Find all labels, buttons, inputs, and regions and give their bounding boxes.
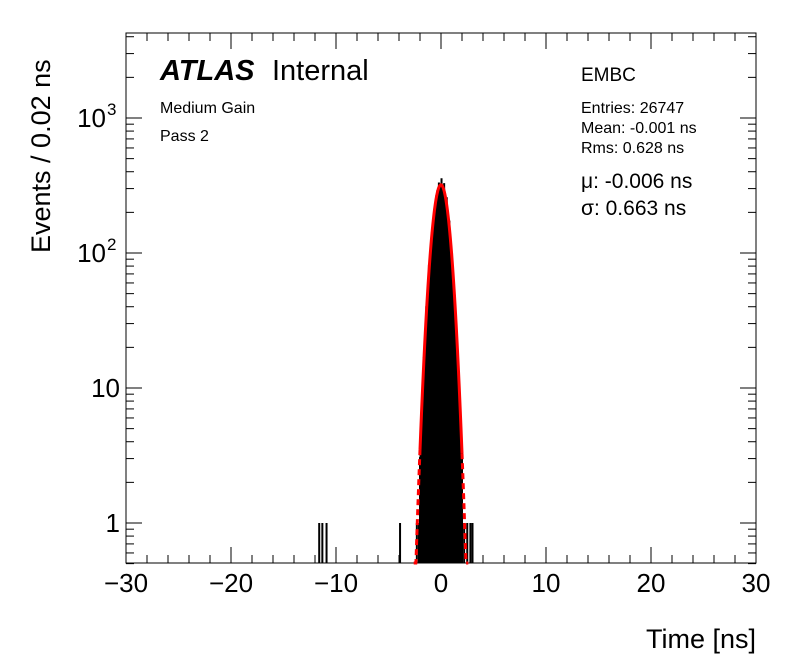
rms-stat: Rms: 0.628 ns: [581, 140, 684, 157]
x-tick-label: −20: [209, 568, 253, 598]
entries-stat: Entries: 26747: [581, 100, 684, 117]
axis-ticks: [125, 33, 757, 565]
mean-stat: Mean: -0.001 ns: [581, 120, 697, 137]
pass-label: Pass 2: [160, 128, 209, 145]
x-tick-label: 30: [742, 568, 771, 598]
y-tick-label-exponent: 2: [107, 235, 116, 254]
x-tick-label: 20: [637, 568, 666, 598]
y-tick-label: 10: [91, 373, 120, 403]
y-tick-label-exponent: 3: [107, 100, 116, 119]
x-tick-label: −10: [314, 568, 358, 598]
x-tick-label: 10: [532, 568, 561, 598]
histogram-series: [318, 178, 474, 563]
y-axis-label: Events / 0.02 ns: [26, 59, 56, 253]
atlas-label: ATLAS: [159, 55, 255, 87]
fit-mu: μ: -0.006 ns: [581, 170, 692, 193]
y-tick-label: 10: [77, 103, 106, 133]
y-tick-label: 10: [77, 238, 106, 268]
internal-label: Internal: [272, 55, 369, 87]
x-tick-label: 0: [434, 568, 448, 598]
fit-sigma: σ: 0.663 ns: [581, 197, 686, 220]
x-tick-label: −30: [104, 568, 148, 598]
fit-curve: [418, 183, 464, 454]
gaussian-fit-series: [413, 183, 469, 565]
partition-label: EMBC: [581, 65, 636, 86]
x-axis-label: Time [ns]: [646, 624, 756, 654]
fit-curve-dashed-right: [460, 453, 469, 565]
y-tick-label: 1: [106, 508, 120, 538]
x-tick-labels: −30 −20 −10 0 10 20 30: [104, 568, 771, 598]
gain-label: Medium Gain: [160, 100, 255, 117]
fit-curve-dashed-left: [413, 449, 422, 565]
